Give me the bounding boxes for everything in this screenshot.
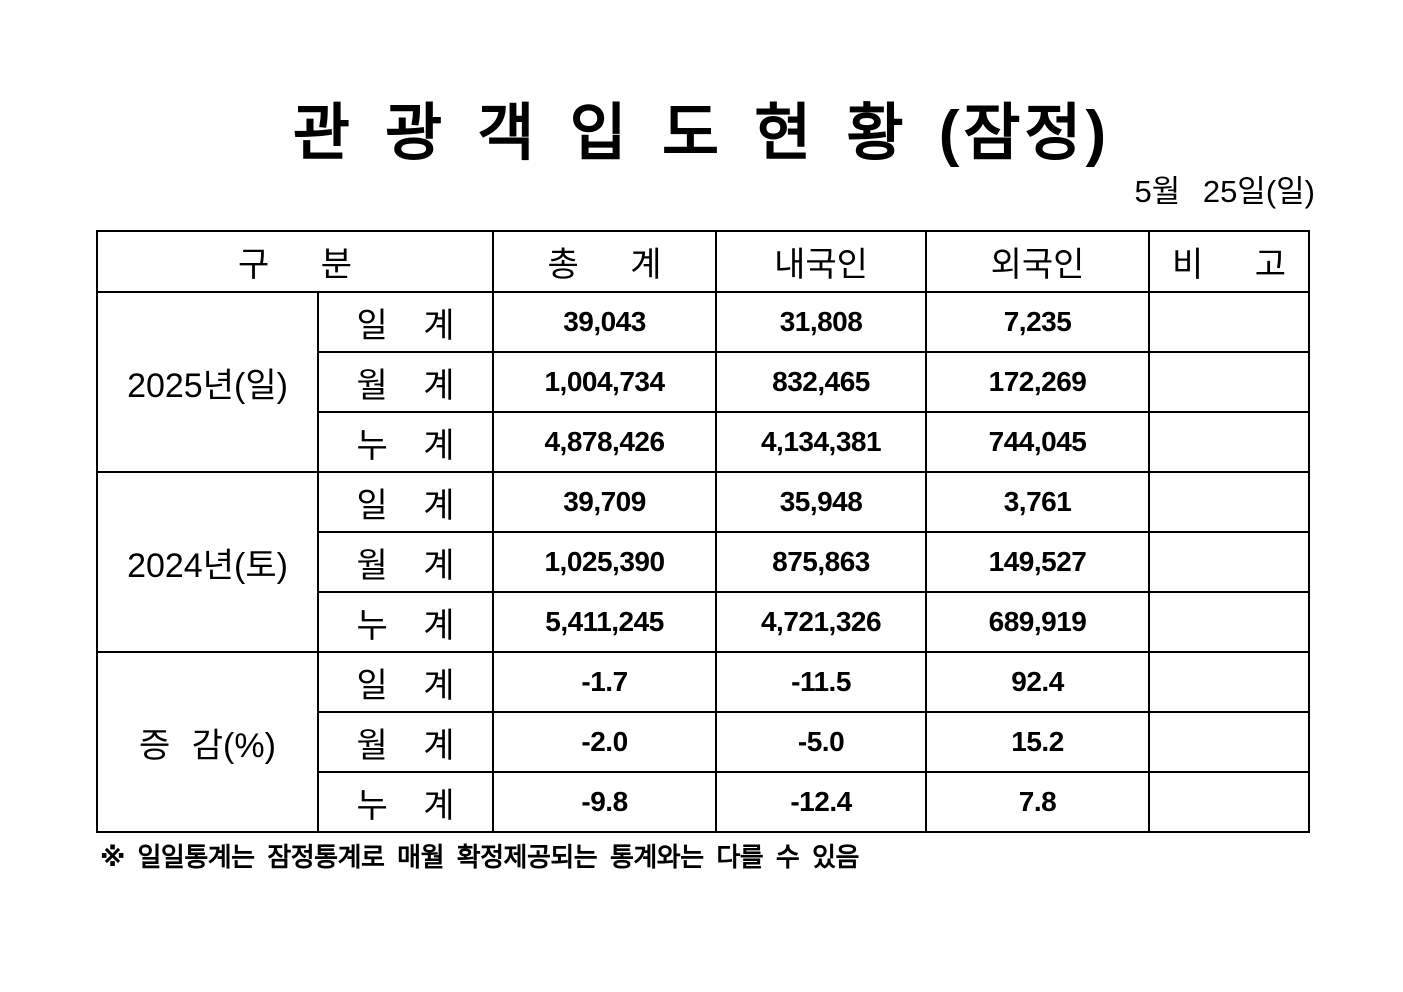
remarks-cell: [1148, 411, 1311, 473]
table-row: 월 계 1,025,390 875,863 149,527: [97, 531, 1311, 593]
tourist-arrivals-table: 구 분 총 계 내국인 외국인 비 고 2025년(일) 일 계 39,043 …: [95, 230, 1311, 833]
col-header-remarks: 비 고: [1148, 230, 1311, 293]
total-value: 4,878,426: [492, 411, 718, 473]
row-label: 일 계: [316, 651, 495, 713]
domestic-value: 832,465: [715, 351, 928, 413]
page-title: 관 광 객 입 도 현 황 (잠정): [292, 99, 1111, 168]
total-value: -2.0: [492, 711, 718, 773]
domestic-value: 4,721,326: [715, 591, 928, 653]
table-row: 누 계 4,878,426 4,134,381 744,045: [97, 411, 1311, 473]
total-value: -1.7: [492, 651, 718, 713]
total-value: -9.8: [492, 771, 718, 833]
domestic-value: 35,948: [715, 471, 928, 533]
table-row: 월 계 -2.0 -5.0 15.2: [97, 711, 1311, 773]
row-label: 누 계: [316, 771, 495, 833]
header-row: 구 분 총 계 내국인 외국인 비 고: [95, 230, 1311, 293]
domestic-value: 875,863: [715, 531, 928, 593]
foreign-value: 7.8: [925, 771, 1151, 833]
foreign-value: 689,919: [925, 591, 1151, 653]
remarks-cell: [1148, 471, 1311, 533]
domestic-value: -11.5: [715, 651, 928, 713]
domestic-value: -5.0: [715, 711, 928, 773]
table-row: 월 계 1,004,734 832,465 172,269: [97, 351, 1311, 413]
foreign-value: 7,235: [925, 291, 1151, 353]
row-label: 일 계: [316, 291, 495, 353]
row-label: 누 계: [316, 411, 495, 473]
col-header-total: 총 계: [492, 230, 718, 293]
foreign-value: 15.2: [925, 711, 1151, 773]
table-row: 2024년(토) 일 계 39,709 35,948 3,761: [96, 471, 1311, 653]
foreign-value: 744,045: [925, 411, 1151, 473]
foreign-value: 149,527: [925, 531, 1151, 593]
domestic-value: 31,808: [715, 291, 928, 353]
remarks-cell: [1148, 291, 1311, 353]
domestic-value: -12.4: [715, 771, 928, 833]
remarks-cell: [1148, 351, 1311, 413]
foreign-value: 3,761: [925, 471, 1151, 533]
table-row: 증 감(%) 일 계 -1.7 -11.5 92.4: [96, 651, 1311, 833]
row-label: 누 계: [316, 591, 495, 653]
table-row: 2025년(일) 일 계 39,043 31,808 7,235: [96, 291, 1311, 473]
foreign-value: 172,269: [925, 351, 1151, 413]
total-value: 39,709: [492, 471, 718, 533]
group-label-2025: 2025년(일): [96, 291, 319, 473]
remarks-cell: [1148, 651, 1311, 713]
footnote: ※ 일일통계는 잠정통계로 매월 확정제공되는 통계와는 다를 수 있음: [100, 842, 859, 872]
col-header-foreign: 외국인: [925, 230, 1151, 293]
total-value: 39,043: [492, 291, 718, 353]
foreign-value: 92.4: [925, 651, 1151, 713]
col-header-category: 구 분: [95, 230, 495, 293]
col-header-domestic: 내국인: [715, 230, 928, 293]
total-value: 1,025,390: [492, 531, 718, 593]
row-label: 일 계: [316, 471, 495, 533]
total-value: 5,411,245: [492, 591, 718, 653]
remarks-cell: [1148, 771, 1311, 833]
row-label: 월 계: [316, 711, 495, 773]
domestic-value: 4,134,381: [715, 411, 928, 473]
group-label-2024: 2024년(토): [96, 471, 319, 653]
remarks-cell: [1148, 711, 1311, 773]
row-label: 월 계: [316, 351, 495, 413]
remarks-cell: [1148, 591, 1311, 653]
table-row: 누 계 5,411,245 4,721,326 689,919: [97, 591, 1311, 653]
report-date: 5월 25일(일): [1134, 174, 1315, 209]
remarks-cell: [1148, 531, 1311, 593]
total-value: 1,004,734: [492, 351, 718, 413]
group-label-change: 증 감(%): [96, 651, 319, 833]
row-label: 월 계: [316, 531, 495, 593]
table-row: 누 계 -9.8 -12.4 7.8: [97, 771, 1311, 833]
